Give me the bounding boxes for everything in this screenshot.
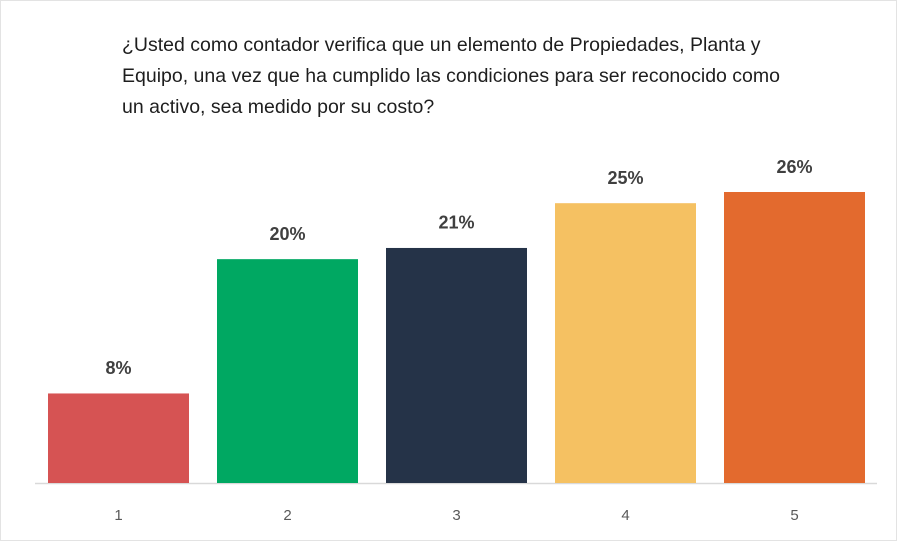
- x-tick-label: 4: [621, 507, 629, 524]
- bar: [217, 259, 358, 483]
- data-label: 26%: [776, 157, 812, 177]
- data-label: 21%: [438, 213, 474, 233]
- bar: [555, 203, 696, 483]
- data-label: 25%: [607, 168, 643, 188]
- bar: [386, 247, 527, 483]
- x-tick-label: 2: [283, 507, 291, 524]
- data-label: 8%: [105, 358, 131, 378]
- x-tick-label: 3: [452, 507, 460, 524]
- chart-title: ¿Usted como contador verifica que un ele…: [122, 34, 780, 118]
- bar: [48, 393, 189, 483]
- data-label: 20%: [269, 224, 305, 244]
- x-tick-label: 1: [114, 507, 122, 524]
- x-tick-label: 5: [790, 507, 798, 524]
- bar: [724, 192, 865, 483]
